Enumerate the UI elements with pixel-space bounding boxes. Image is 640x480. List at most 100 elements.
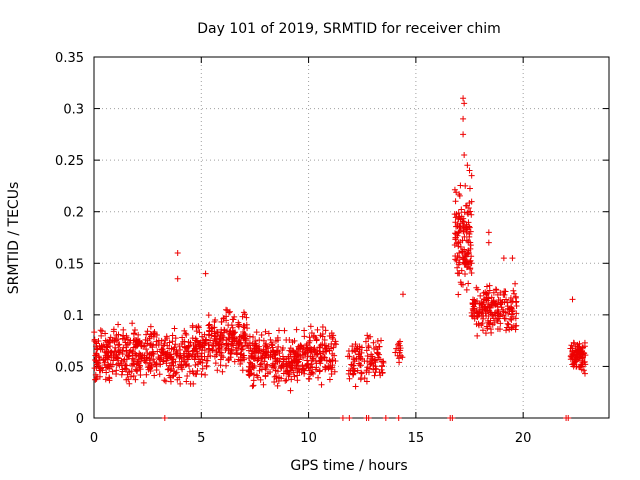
data-point: [130, 373, 137, 380]
data-point: [454, 264, 461, 271]
data-point: [182, 330, 189, 337]
data-point: [133, 343, 140, 350]
data-point: [148, 342, 155, 349]
data-point: [253, 372, 260, 379]
data-point: [455, 239, 462, 246]
data-point: [123, 334, 130, 341]
data-point: [376, 356, 383, 363]
data-point: [161, 377, 168, 384]
data-point: [103, 344, 110, 351]
data-point: [299, 363, 306, 370]
data-point: [113, 361, 120, 368]
data-point: [293, 326, 300, 333]
data-point: [283, 337, 290, 344]
data-point: [462, 182, 469, 189]
data-point: [206, 345, 213, 352]
data-point: [321, 354, 328, 361]
data-point: [332, 358, 339, 365]
data-point: [284, 367, 291, 374]
data-point: [237, 333, 244, 340]
data-point: [300, 344, 307, 351]
data-point: [485, 229, 492, 236]
data-point: [214, 329, 221, 336]
data-point: [209, 347, 216, 354]
data-point: [123, 376, 130, 383]
data-point: [301, 333, 308, 340]
data-point: [106, 375, 113, 382]
data-point: [243, 337, 250, 344]
data-point: [455, 291, 462, 298]
data-point: [339, 415, 346, 421]
x-tick-label: 0: [90, 431, 98, 446]
data-point: [466, 231, 473, 238]
data-point: [312, 348, 319, 355]
data-point: [117, 346, 124, 353]
data-point: [184, 356, 191, 363]
data-point: [106, 338, 113, 345]
data-point: [99, 328, 106, 335]
data-point: [328, 366, 335, 373]
data-point: [299, 349, 306, 356]
y-axis-label: SRMTID / TECUs: [6, 182, 22, 295]
data-point: [474, 332, 481, 339]
data-point: [189, 324, 196, 331]
data-point: [239, 367, 246, 374]
data-point: [457, 243, 464, 250]
data-point: [197, 358, 204, 365]
data-point: [130, 356, 137, 363]
data-point: [581, 370, 588, 377]
x-tick-label: 10: [300, 431, 317, 446]
data-point: [177, 380, 184, 387]
data-point: [573, 356, 580, 363]
data-point: [200, 342, 207, 349]
data-point: [454, 222, 461, 229]
data-point: [104, 338, 111, 345]
data-point: [512, 280, 519, 287]
data-point: [245, 371, 252, 378]
data-point: [263, 340, 270, 347]
data-point: [228, 334, 235, 341]
data-point: [247, 360, 254, 367]
data-point: [477, 292, 484, 299]
data-point: [213, 348, 220, 355]
data-point: [140, 379, 147, 386]
data-point: [357, 362, 364, 369]
data-point: [452, 214, 459, 221]
data-point: [124, 352, 131, 359]
data-point: [478, 321, 485, 328]
data-point: [104, 343, 111, 350]
data-point: [171, 325, 178, 332]
data-point: [155, 340, 162, 347]
data-point: [282, 377, 289, 384]
data-point: [212, 333, 219, 340]
data-point: [217, 332, 224, 339]
data-point: [178, 358, 185, 365]
data-point: [131, 327, 138, 334]
y-tick-label: 0.1: [63, 309, 84, 324]
data-point: [461, 246, 468, 253]
data-point: [103, 369, 110, 376]
data-point: [241, 322, 248, 329]
data-point: [345, 370, 352, 377]
data-point: [253, 345, 260, 352]
data-point: [328, 330, 335, 337]
data-point: [98, 332, 105, 339]
data-point: [169, 332, 176, 339]
data-point: [466, 199, 473, 206]
data-point: [225, 355, 232, 362]
data-point: [195, 323, 202, 330]
data-point: [463, 221, 470, 228]
data-point: [275, 343, 282, 350]
data-point: [272, 351, 279, 358]
data-point: [368, 355, 375, 362]
data-point: [363, 378, 370, 385]
data-point: [497, 299, 504, 306]
data-point: [249, 361, 256, 368]
data-point: [156, 371, 163, 378]
data-point: [174, 249, 181, 256]
data-point: [130, 337, 137, 344]
data-point: [253, 329, 260, 336]
data-point: [463, 229, 470, 236]
data-point: [321, 354, 328, 361]
data-point: [382, 415, 389, 421]
